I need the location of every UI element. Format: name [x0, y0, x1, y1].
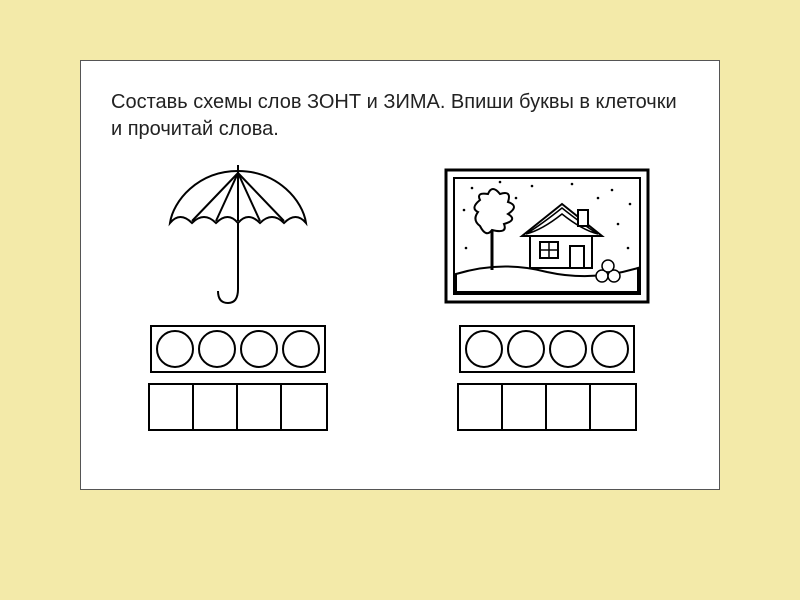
worksheet-card: Составь схемы слов ЗОНТ и ЗИМА. Впиши бу…: [80, 60, 720, 490]
sound-circle: [282, 330, 320, 368]
sound-circle: [591, 330, 629, 368]
sound-circle: [507, 330, 545, 368]
sound-circles-winter: [459, 325, 635, 373]
umbrella-picture: [158, 161, 318, 311]
sound-circle: [465, 330, 503, 368]
sound-circle: [156, 330, 194, 368]
letter-cell[interactable]: [459, 385, 503, 429]
letter-cell[interactable]: [547, 385, 591, 429]
letter-cell[interactable]: [503, 385, 547, 429]
umbrella-icon: [158, 161, 318, 311]
exercise-item-winter: [442, 161, 652, 431]
sound-circle: [198, 330, 236, 368]
sound-circle: [549, 330, 587, 368]
instruction-text: Составь схемы слов ЗОНТ и ЗИМА. Впиши бу…: [111, 89, 689, 143]
letter-cell[interactable]: [591, 385, 635, 429]
sound-circles-umbrella: [150, 325, 326, 373]
letter-squares-umbrella[interactable]: [148, 383, 328, 431]
letter-cell[interactable]: [238, 385, 282, 429]
letter-cell[interactable]: [194, 385, 238, 429]
winter-picture: [442, 161, 652, 311]
letter-cell[interactable]: [282, 385, 326, 429]
winter-scene-icon: [442, 164, 652, 309]
exercise-item-umbrella: [148, 161, 328, 431]
letter-cell[interactable]: [150, 385, 194, 429]
sound-circle: [240, 330, 278, 368]
letter-squares-winter[interactable]: [457, 383, 637, 431]
exercise-row: [111, 161, 689, 431]
